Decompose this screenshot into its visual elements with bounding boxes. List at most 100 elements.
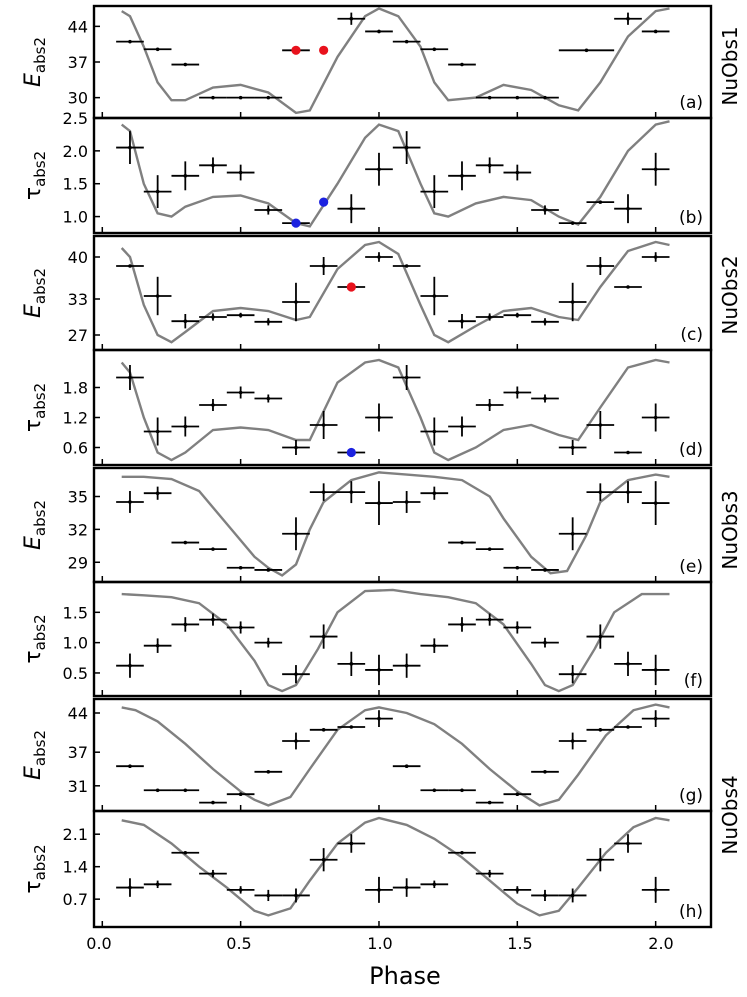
data-point	[448, 314, 476, 329]
data-point	[392, 39, 421, 44]
data-point	[143, 880, 172, 889]
data-point	[282, 282, 310, 322]
data-point	[116, 264, 144, 268]
data-point	[448, 540, 476, 545]
y-tick-label: 1.2	[63, 409, 88, 428]
point-marker	[238, 170, 243, 175]
data-point	[614, 481, 642, 504]
data-point	[199, 869, 227, 878]
data-point	[199, 800, 227, 805]
point-marker	[598, 423, 603, 427]
panel-tag: (f)	[684, 671, 703, 691]
point-marker	[321, 490, 326, 494]
point-marker	[460, 424, 464, 429]
point-marker	[460, 174, 464, 178]
data-point	[365, 152, 393, 186]
data-point	[116, 131, 144, 164]
y-axis-title: τabs2	[21, 151, 49, 200]
point-marker	[653, 29, 658, 34]
point-marker	[487, 800, 492, 805]
point-marker	[183, 788, 188, 793]
point-marker	[155, 882, 160, 887]
data-point	[116, 764, 144, 768]
point-marker	[128, 663, 132, 668]
data-point	[226, 621, 255, 634]
y-axis-title: Eabs2	[21, 268, 49, 318]
point-marker	[432, 788, 437, 793]
data-point	[199, 613, 227, 626]
data-point	[392, 491, 421, 513]
point-marker	[598, 728, 603, 732]
y-tick-label: 27	[68, 326, 88, 345]
y-tick-label: 33	[68, 290, 88, 309]
group-label-3: NuObs3	[718, 490, 742, 569]
point-marker	[404, 39, 409, 44]
panel-tag: (e)	[679, 557, 703, 577]
data-point	[309, 483, 338, 501]
data-point	[586, 257, 615, 275]
data-point	[171, 788, 200, 793]
point-marker	[404, 663, 409, 668]
data-point	[226, 886, 255, 894]
highlight-point	[337, 282, 366, 292]
group-label-1: NuObs1	[718, 26, 742, 105]
data-point	[143, 276, 172, 316]
data-point	[558, 732, 587, 750]
point-marker	[626, 285, 630, 289]
y-tick-label: 37	[68, 743, 88, 762]
point-marker	[238, 792, 243, 796]
data-point	[226, 164, 255, 181]
point-marker	[211, 163, 215, 168]
group-label-4: NuObs4	[718, 775, 742, 854]
highlight-marker-blue	[346, 447, 356, 458]
point-marker	[404, 264, 409, 268]
point-marker	[626, 490, 630, 494]
data-point	[365, 654, 393, 686]
point-marker	[238, 390, 243, 395]
data-point	[254, 637, 283, 648]
point-marker	[460, 540, 464, 545]
pulse-profile-1	[120, 120, 670, 228]
data-point	[226, 312, 255, 318]
point-marker	[432, 47, 437, 52]
point-marker	[321, 728, 326, 732]
data-point	[254, 394, 283, 403]
data-point	[226, 792, 255, 796]
data-point	[641, 403, 670, 432]
point-marker	[377, 888, 381, 892]
point-marker	[460, 622, 464, 627]
data-point	[448, 617, 476, 632]
point-marker	[128, 264, 132, 268]
point-marker	[349, 841, 354, 846]
panel-frame	[92, 580, 713, 698]
data-point	[254, 568, 283, 572]
data-point	[614, 194, 642, 224]
point-marker	[487, 871, 492, 876]
point-marker	[211, 95, 215, 100]
data-point	[503, 621, 532, 634]
point-marker	[266, 893, 271, 898]
x-tick-label-3: 1.5	[507, 934, 532, 953]
data-point	[558, 221, 587, 225]
point-marker	[294, 531, 298, 536]
point-marker	[377, 255, 381, 259]
point-marker	[515, 625, 520, 630]
pulse-profile-0	[121, 7, 670, 115]
point-marker	[266, 770, 271, 774]
data-point	[558, 48, 615, 53]
data-point	[448, 161, 476, 191]
data-point	[365, 403, 393, 432]
y-tick-label: 1.5	[63, 603, 88, 622]
panel-frame	[92, 234, 713, 352]
data-point	[448, 850, 476, 855]
group-label-2: NuObs2	[718, 255, 742, 334]
y-axis-title: Eabs2	[21, 730, 49, 780]
data-point	[365, 876, 393, 903]
point-marker	[543, 770, 547, 774]
point-marker	[211, 547, 215, 551]
data-point	[116, 491, 144, 513]
data-point	[392, 264, 421, 268]
panel-4: 29 32 35 Eabs2 (e)	[21, 466, 713, 584]
data-point	[337, 725, 366, 729]
y-tick-label: 44	[68, 17, 88, 36]
